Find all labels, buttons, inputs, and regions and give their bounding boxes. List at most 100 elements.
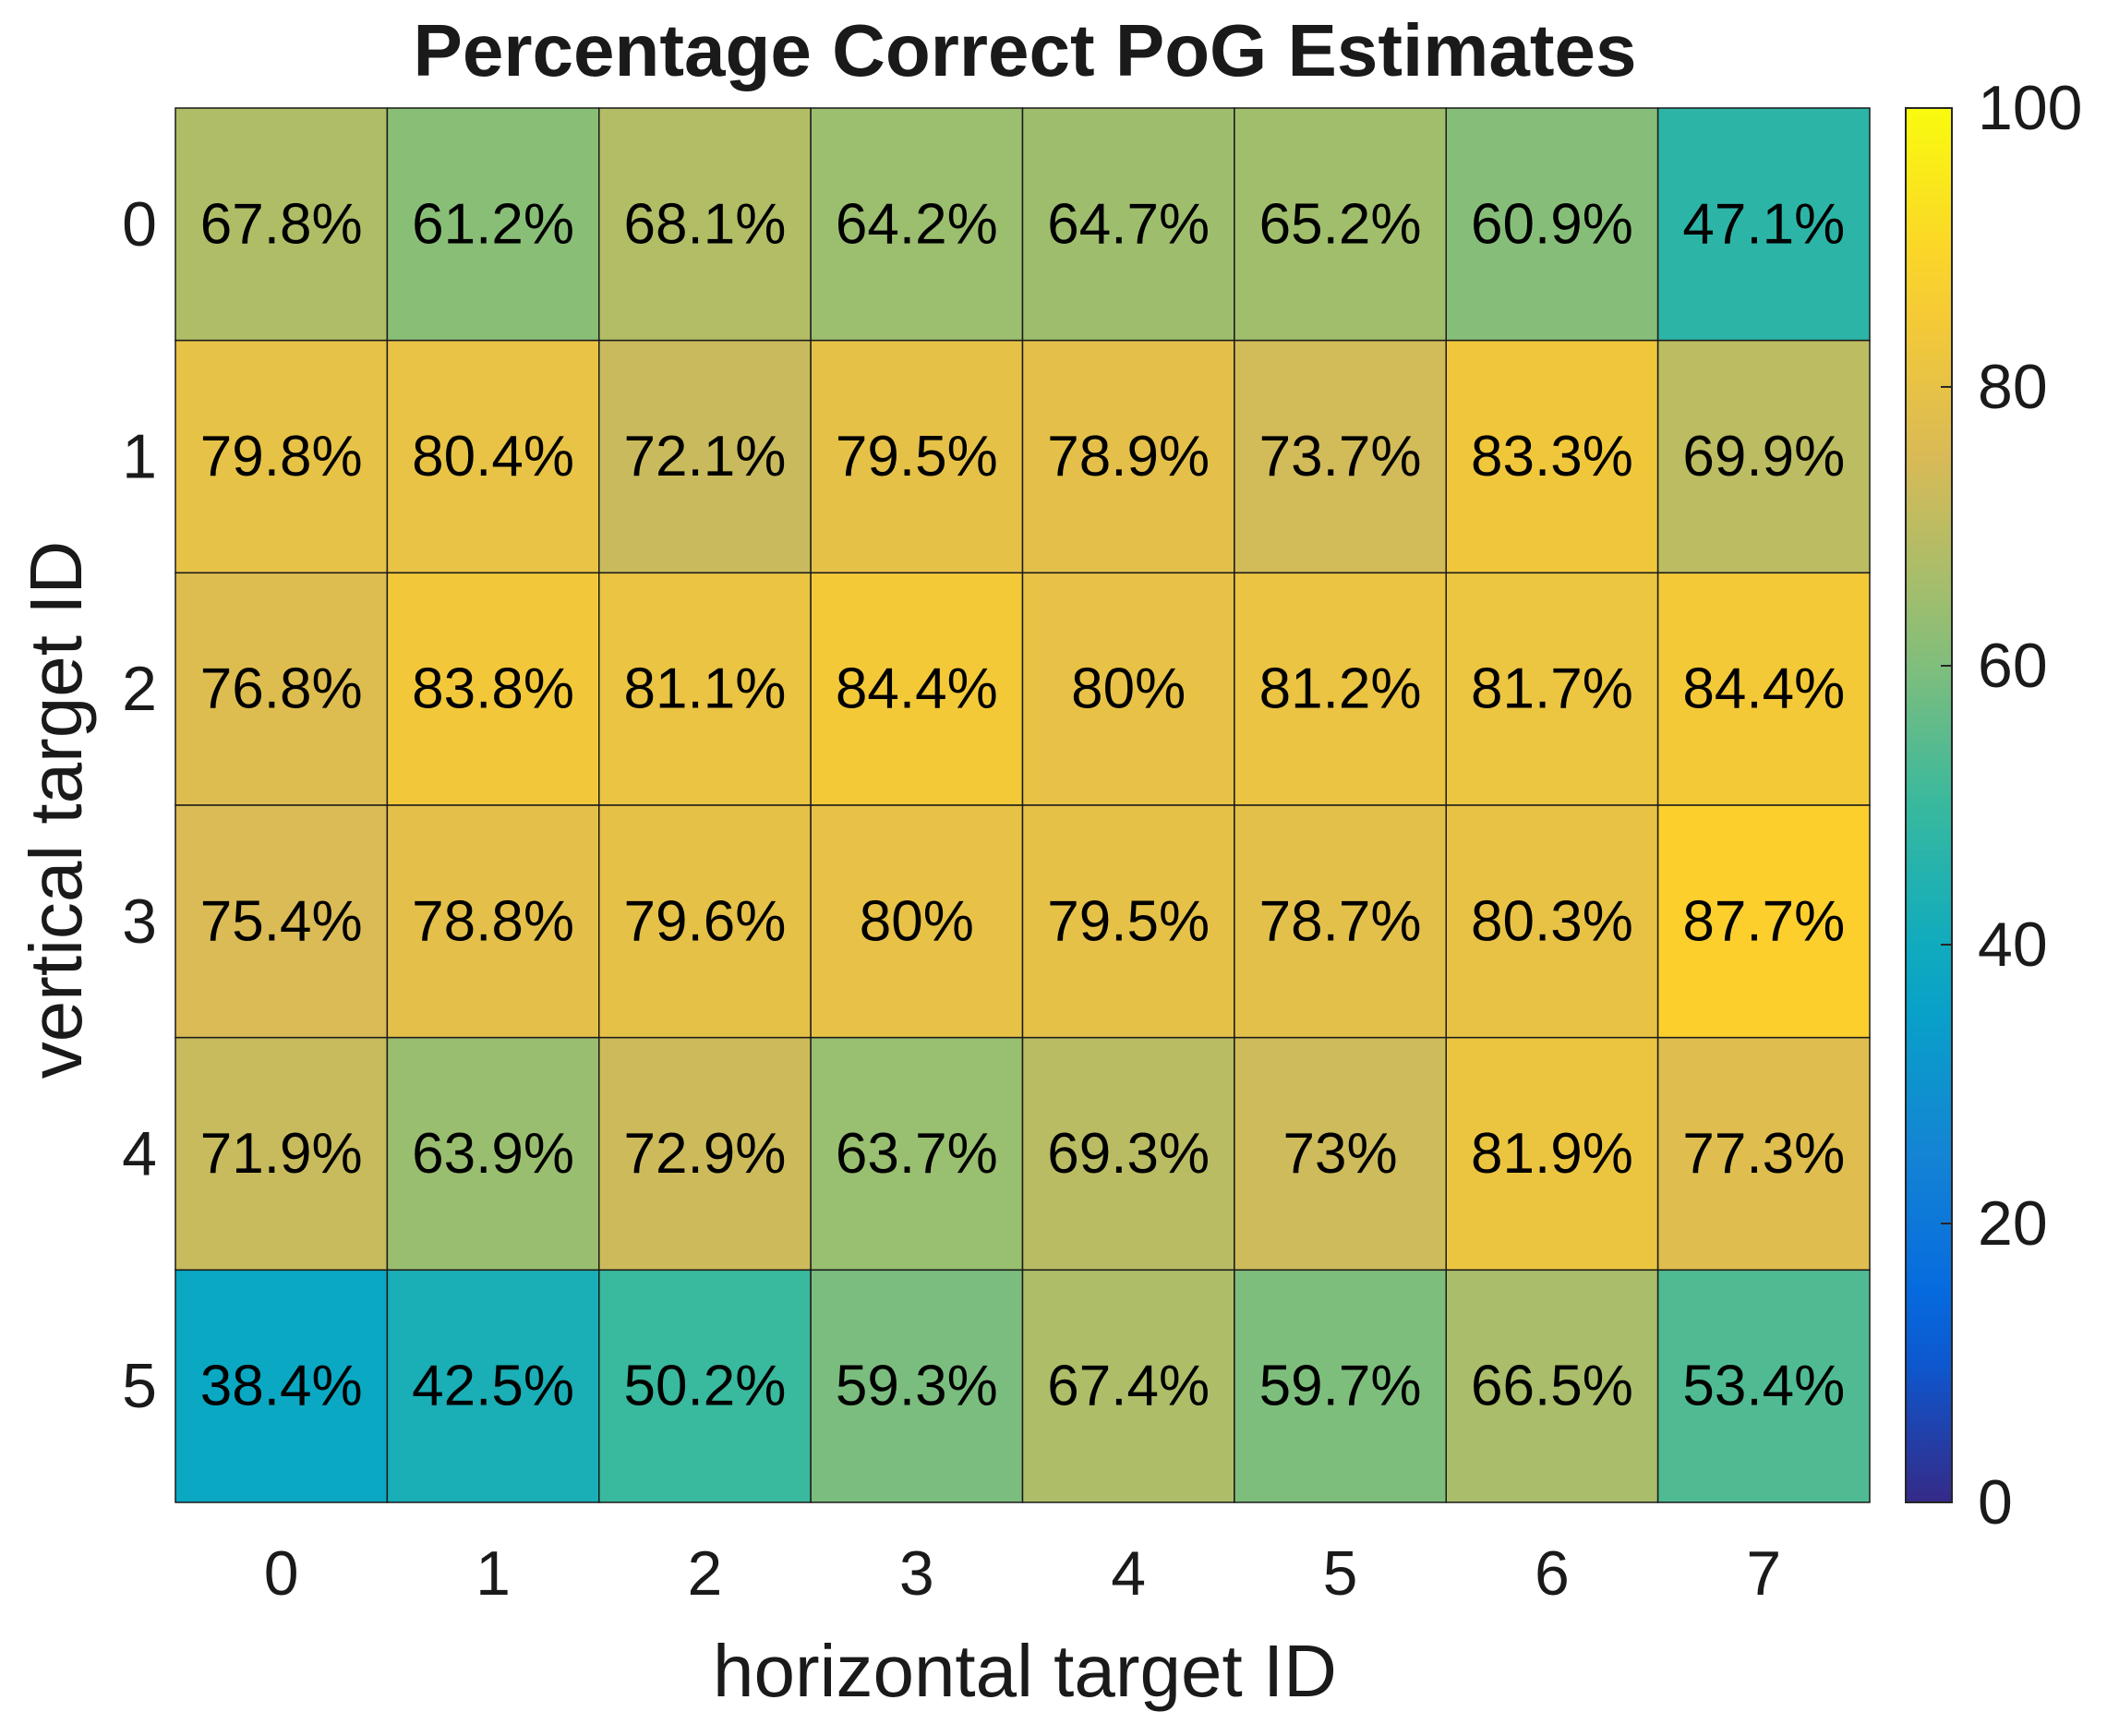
cell-value-label: 80.3% (1471, 889, 1633, 953)
heatmap-cell (1445, 572, 1659, 806)
cell-value-label: 87.7% (1682, 889, 1845, 953)
cell-value-label: 80% (1071, 657, 1186, 721)
cell-value-label: 83.3% (1471, 425, 1633, 488)
heatmap-cell (1445, 804, 1659, 1039)
x-tick-label: 5 (1323, 1538, 1358, 1609)
heatmap-cell (1021, 107, 1235, 342)
heatmap-cell (1445, 1269, 1659, 1503)
colorbar-tick-label: 40 (1978, 910, 2048, 980)
colorbar-tick-label: 100 (1978, 73, 2082, 143)
x-tick-label: 1 (476, 1538, 511, 1609)
cell-value-label: 69.3% (1047, 1122, 1210, 1186)
cell-value-label: 53.4% (1682, 1355, 1845, 1418)
y-tick-label: 0 (122, 189, 157, 259)
cell-value-label: 84.4% (836, 657, 998, 721)
cell-value-label: 68.1% (624, 192, 787, 256)
cell-value-label: 81.1% (624, 657, 787, 721)
cell-value-label: 77.3% (1682, 1122, 1845, 1186)
cell-value-label: 83.8% (412, 657, 574, 721)
cell-value-label: 59.7% (1259, 1355, 1422, 1418)
y-tick-label: 3 (122, 886, 157, 957)
cell-value-label: 59.3% (836, 1355, 998, 1418)
cell-value-label: 67.8% (200, 192, 363, 256)
heatmap-cell (1656, 1269, 1871, 1503)
y-tick-label: 5 (122, 1351, 157, 1421)
heatmap-cell (810, 107, 1024, 342)
heatmap-cell (598, 1269, 812, 1503)
cell-value-label: 79.5% (1047, 889, 1210, 953)
colorbar-ticks: 0 20 40 60 80 100 (1941, 73, 2082, 1537)
heatmap-cell (1021, 1036, 1235, 1272)
heatmap-cells (175, 107, 1871, 1503)
cell-value-label: 69.9% (1682, 425, 1845, 488)
cell-value-label: 79.8% (200, 425, 363, 488)
heatmap-cell (1021, 572, 1235, 806)
x-tick-label: 0 (264, 1538, 299, 1609)
heatmap-cell (1234, 572, 1447, 806)
colorbar-tick-label: 0 (1978, 1467, 2013, 1537)
heatmap-cell (175, 1269, 389, 1503)
y-tick-label: 4 (122, 1119, 157, 1189)
chart-title: Percentage Correct PoG Estimates (414, 9, 1637, 91)
heatmap-cell (810, 804, 1024, 1039)
heatmap-cell (598, 572, 812, 806)
cell-value-label: 80.4% (412, 425, 574, 488)
cell-value-label: 66.5% (1471, 1355, 1633, 1418)
cell-value-label: 79.5% (836, 425, 998, 488)
heatmap-cell (598, 107, 812, 342)
cell-value-label: 80% (860, 889, 974, 953)
heatmap-cell (810, 1269, 1024, 1503)
colorbar (1905, 107, 1953, 1503)
heatmap-cell (175, 107, 389, 342)
cell-value-label: 75.4% (200, 889, 363, 953)
x-tick-label: 6 (1535, 1538, 1570, 1609)
heatmap-cell (1445, 1036, 1659, 1272)
cell-value-label: 60.9% (1471, 192, 1633, 256)
heatmap-cell (175, 572, 389, 806)
x-tick-label: 4 (1111, 1538, 1146, 1609)
cell-value-label: 76.8% (200, 657, 363, 721)
heatmap-cell (386, 339, 600, 574)
cell-value-label: 81.2% (1259, 657, 1422, 721)
cell-value-label: 72.9% (624, 1122, 787, 1186)
heatmap-cell (598, 1036, 812, 1272)
heatmap-cell (386, 572, 600, 806)
heatmap-cell (810, 339, 1024, 574)
heatmap-cell (810, 1036, 1024, 1272)
cell-value-label: 73% (1283, 1122, 1398, 1186)
x-axis-ticks: 0 1 2 3 4 5 6 7 (264, 1538, 1781, 1609)
heatmap-cell (1021, 1269, 1235, 1503)
x-tick-label: 7 (1746, 1538, 1781, 1609)
cell-value-label: 38.4% (200, 1355, 363, 1418)
heatmap-cell (1656, 1036, 1871, 1272)
heatmap-cell-labels: 67.8% 61.2% 68.1% 64.2% 64.7% 65.2% 60.9% 47.1%… (200, 192, 1845, 1417)
heatmap-cell (1656, 107, 1871, 342)
heatmap-cell (1445, 339, 1659, 574)
cell-value-label: 79.6% (624, 889, 787, 953)
cell-value-label: 64.2% (836, 192, 998, 256)
heatmap-cell (1234, 107, 1447, 342)
x-tick-label: 2 (688, 1538, 723, 1609)
y-tick-label: 1 (122, 422, 157, 492)
cell-value-label: 73.7% (1259, 425, 1422, 488)
heatmap-cell (1021, 804, 1235, 1039)
heatmap-cell (386, 1269, 600, 1503)
colorbar-tick-label: 60 (1978, 631, 2048, 701)
heatmap-cell (175, 804, 389, 1039)
cell-value-label: 81.9% (1471, 1122, 1633, 1186)
y-axis-label: vertical target ID (15, 541, 97, 1079)
cell-value-label: 50.2% (624, 1355, 787, 1418)
heatmap-cell (1234, 1269, 1447, 1503)
cell-value-label: 63.9% (412, 1122, 574, 1186)
heatmap-cell (598, 804, 812, 1039)
heatmap-cell (386, 804, 600, 1039)
cell-value-label: 71.9% (200, 1122, 363, 1186)
heatmap-cell (810, 572, 1024, 806)
y-axis-ticks: 0 1 2 3 4 5 (122, 189, 157, 1421)
heatmap-cell (1234, 339, 1447, 574)
x-tick-label: 3 (899, 1538, 934, 1609)
heatmap-cell (1234, 1036, 1447, 1272)
cell-value-label: 81.7% (1471, 657, 1633, 721)
colorbar-tick-label: 80 (1978, 352, 2048, 422)
